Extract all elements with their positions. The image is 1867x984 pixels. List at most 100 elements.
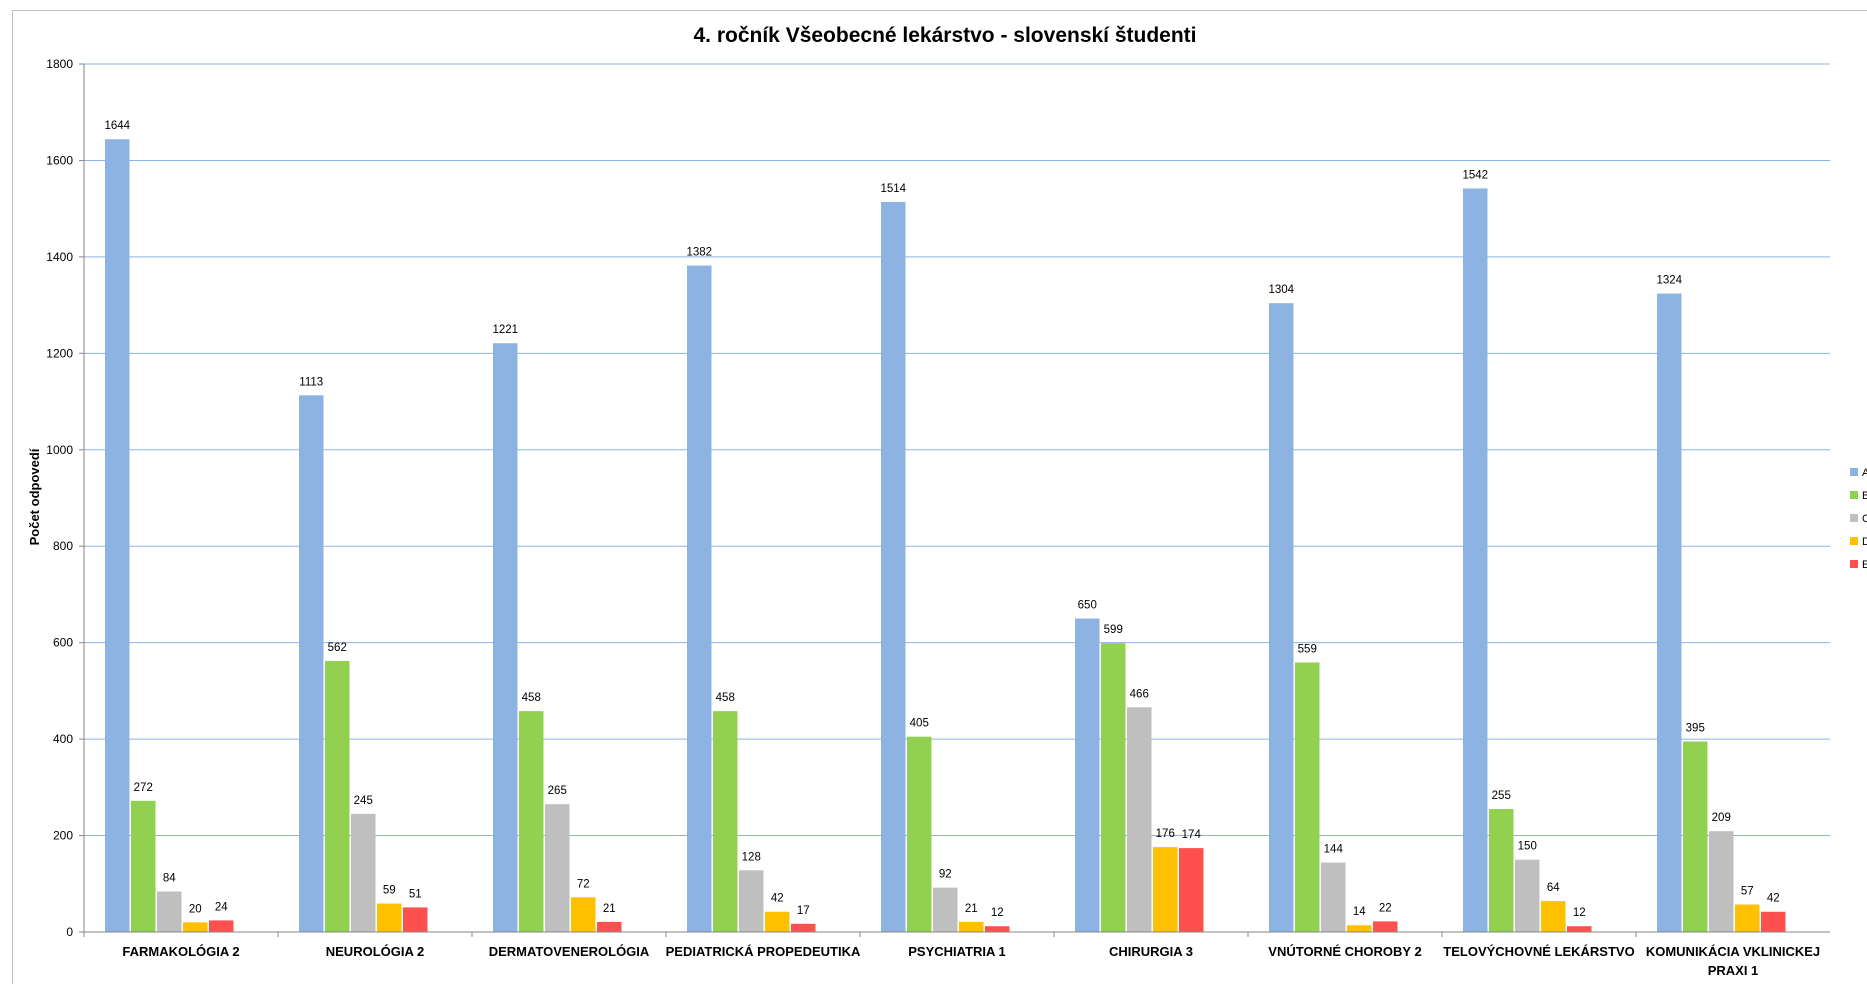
data-label: 1644 <box>104 120 130 132</box>
bar-a <box>687 265 712 933</box>
bar-a <box>1075 618 1100 932</box>
bar-c <box>933 887 958 932</box>
data-label: 12 <box>1573 907 1586 919</box>
bar-a <box>493 343 518 932</box>
category-label: DERMATOVENEROLÓGIA <box>489 944 650 959</box>
bar-c <box>1127 707 1152 932</box>
legend-swatch-d <box>1850 537 1858 545</box>
bar-e <box>209 920 234 932</box>
category-label: TELOVÝCHOVNÉ LEKÁRSTVO <box>1443 944 1634 959</box>
data-label: 1514 <box>880 183 906 195</box>
bar-d <box>1735 904 1760 932</box>
data-label: 272 <box>134 782 153 794</box>
data-label: 562 <box>328 642 347 654</box>
y-axis-title: Počet odpovedí <box>27 448 42 545</box>
data-label: 144 <box>1324 844 1344 856</box>
bar-e <box>1567 926 1592 932</box>
bar-d <box>1153 847 1178 932</box>
bar-c <box>545 804 570 932</box>
bar-e <box>985 926 1010 932</box>
data-label: 51 <box>409 888 422 900</box>
data-label: 1304 <box>1268 284 1294 296</box>
category-label-line: VNÚTORNÉ CHOROBY 2 <box>1268 944 1421 959</box>
data-label: 405 <box>910 718 929 730</box>
bar-b <box>1101 643 1126 932</box>
data-label: 174 <box>1182 829 1202 841</box>
bar-d <box>1541 901 1566 932</box>
bar-d <box>571 897 596 932</box>
bar-d <box>765 911 790 932</box>
y-tick-label: 1200 <box>46 346 73 360</box>
data-label: 92 <box>939 869 952 881</box>
data-label: 21 <box>965 903 978 915</box>
bar-d <box>183 922 208 932</box>
data-label: 209 <box>1712 812 1731 824</box>
legend-swatch-c <box>1850 514 1858 522</box>
bar-d <box>959 921 984 932</box>
legend-swatch-b <box>1850 491 1858 499</box>
category-label-line: CHIRURGIA 3 <box>1109 944 1193 959</box>
bar-b <box>325 660 350 932</box>
data-label: 458 <box>716 692 735 704</box>
category-label: VNÚTORNÉ CHOROBY 2 <box>1268 944 1421 959</box>
axes <box>83 64 1830 933</box>
bar-c <box>739 870 764 932</box>
bar-b <box>907 736 932 932</box>
legend-label: B <box>1862 490 1867 502</box>
category-label: NEUROLÓGIA 2 <box>326 944 424 959</box>
data-label: 22 <box>1379 902 1392 914</box>
category-label: CHIRURGIA 3 <box>1109 944 1193 959</box>
bar-a <box>1463 188 1488 932</box>
data-label: 14 <box>1353 906 1366 918</box>
data-label: 255 <box>1492 790 1511 802</box>
category-label: PEDIATRICKÁ PROPEDEUTIKA <box>666 944 861 959</box>
data-label: 1542 <box>1462 169 1488 181</box>
data-label: 176 <box>1156 828 1175 840</box>
category-label: PSYCHIATRIA 1 <box>908 944 1006 959</box>
bar-d <box>1347 925 1372 932</box>
data-label: 1324 <box>1656 275 1682 287</box>
legend-swatch-e <box>1850 560 1858 568</box>
chart-border <box>12 10 1867 984</box>
data-label: 21 <box>603 903 616 915</box>
data-label: 20 <box>189 903 202 915</box>
data-label: 64 <box>1547 882 1560 894</box>
data-label: 17 <box>797 905 810 917</box>
bar-b <box>1683 741 1708 932</box>
y-tick-label: 400 <box>53 732 73 746</box>
data-label: 1221 <box>492 324 518 336</box>
bar-a <box>1657 293 1682 932</box>
bar-e <box>1761 911 1786 932</box>
bar-c <box>1515 859 1540 932</box>
data-label: 245 <box>354 795 373 807</box>
bar-d <box>377 903 402 932</box>
gridlines <box>84 63 1830 837</box>
data-label: 72 <box>577 878 590 890</box>
data-label: 458 <box>522 692 541 704</box>
y-tick-label: 200 <box>53 829 73 843</box>
legend-label: A <box>1862 467 1867 479</box>
data-label: 57 <box>1741 886 1754 898</box>
bar-e <box>597 921 622 932</box>
legend-label: E <box>1862 559 1867 571</box>
bar-b <box>1489 809 1514 932</box>
legend-swatch-a <box>1850 468 1858 476</box>
bar-c <box>157 891 182 932</box>
data-label: 650 <box>1078 600 1097 612</box>
category-label-line: PEDIATRICKÁ PROPEDEUTIKA <box>666 944 861 959</box>
data-label: 395 <box>1686 723 1705 735</box>
legend-label: D <box>1862 536 1867 548</box>
y-tick-label: 800 <box>53 539 73 553</box>
bar-e <box>403 907 428 932</box>
category-label-line: FARMAKOLÓGIA 2 <box>122 944 239 959</box>
bar-c <box>1709 831 1734 932</box>
bars <box>105 139 1786 933</box>
data-label: 12 <box>991 907 1004 919</box>
y-tick-label: 600 <box>53 636 73 650</box>
bar-e <box>1373 921 1398 932</box>
bar-a <box>105 139 130 932</box>
category-label-line: NEUROLÓGIA 2 <box>326 944 424 959</box>
category-label-line: PSYCHIATRIA 1 <box>908 944 1006 959</box>
